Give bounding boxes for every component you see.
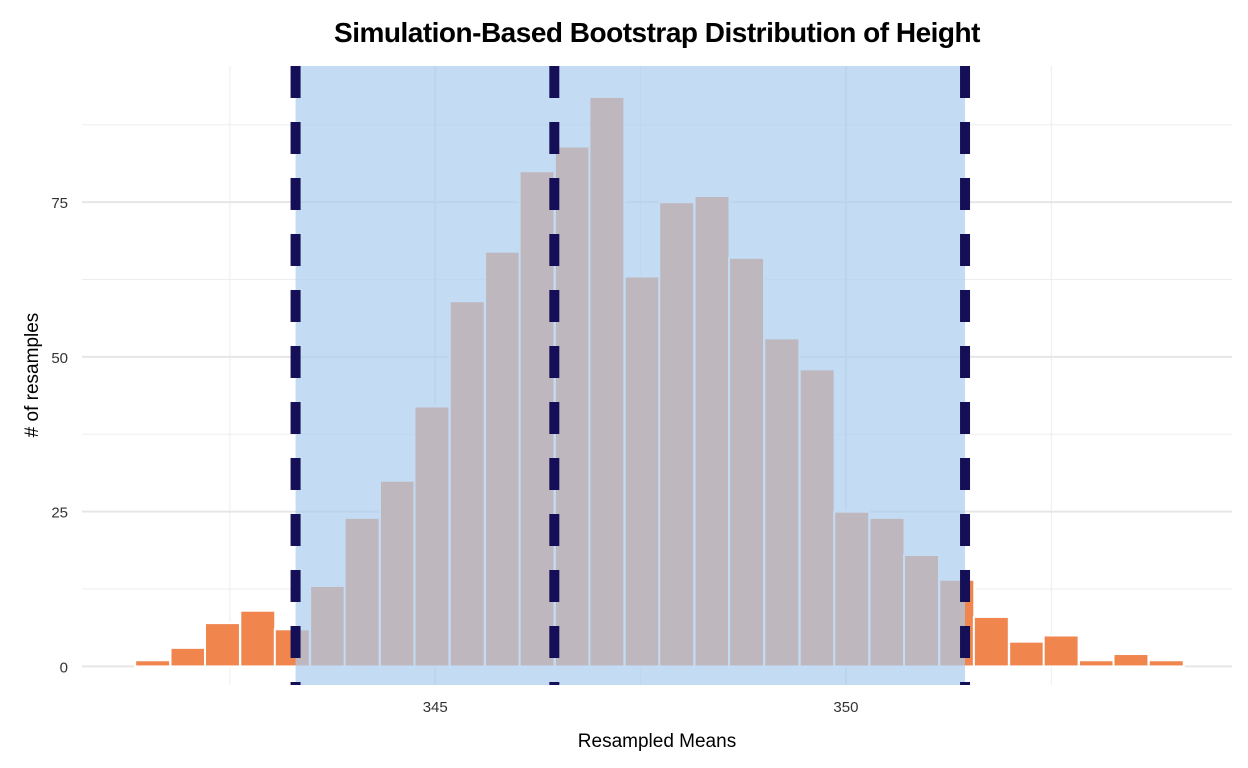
reference-lines-layer xyxy=(290,66,971,685)
bar xyxy=(169,646,207,668)
x-axis-label: Resampled Means xyxy=(578,731,736,752)
bar xyxy=(239,609,277,668)
y-tick-labels: 0 25 50 75 xyxy=(51,195,68,676)
y-axis-label: # of resamples xyxy=(22,313,43,438)
bar xyxy=(1112,653,1150,668)
x-tick-label: 350 xyxy=(833,699,858,716)
confidence-interval-shade xyxy=(295,66,966,685)
ci-shade-layer xyxy=(295,66,966,685)
y-tick-label: 75 xyxy=(51,195,68,212)
bar xyxy=(1147,659,1185,668)
y-tick-label: 50 xyxy=(51,350,68,367)
y-tick-label: 25 xyxy=(51,505,68,522)
bar xyxy=(1077,659,1115,668)
bar xyxy=(203,622,241,668)
bar xyxy=(1042,634,1080,668)
x-tick-label: 345 xyxy=(423,699,448,716)
bar xyxy=(972,615,1010,668)
bar xyxy=(1008,640,1046,668)
bar xyxy=(134,659,172,668)
x-tick-labels: 345 350 xyxy=(423,699,859,716)
y-tick-label: 0 xyxy=(60,659,68,676)
chart-title: Simulation-Based Bootstrap Distribution … xyxy=(334,17,980,48)
